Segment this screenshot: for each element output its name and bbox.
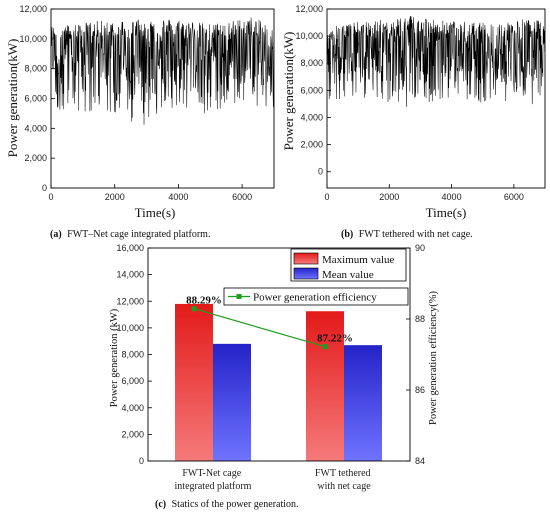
c-ytick-label: 4,000 [121, 403, 144, 413]
efficiency-label-2: 87.22% [317, 333, 353, 345]
b-ytick-label: 4,000 [300, 112, 323, 122]
c-ytick-label: 10,000 [116, 323, 144, 333]
c-ytick-label: 16,000 [116, 243, 144, 253]
a-ytick-label: 10,000 [19, 34, 47, 44]
a-ytick-label: 12,000 [19, 4, 47, 14]
a-ytick-label: 2,000 [24, 153, 47, 163]
c-y2tick-label: 86 [415, 385, 425, 395]
a-xtick-label: 2000 [105, 192, 125, 202]
panel-c-legend: Maximum value Mean value Power generatio… [223, 248, 409, 306]
panel-a-xlabel: Time(s) [135, 205, 176, 220]
legend-swatch-mean [293, 267, 319, 280]
c-y2tick-label: 84 [415, 456, 425, 466]
panel-b-caption: (b) FWT tethered with net cage. [341, 229, 473, 240]
panel-c: 0 2,000 4,000 6,000 8,000 10,000 12,000 14,000 1… [109, 243, 439, 510]
panel-a-plot: 0 2,000 4,000 6,000 8,000 10,000 12,000 0 2000 40… [19, 4, 275, 202]
panel-c-plot: 0 2,000 4,000 6,000 8,000 10,000 12,000 14,000 1… [116, 243, 425, 466]
bar-mean-1 [213, 343, 251, 461]
b-series-line [326, 16, 546, 107]
efficiency-line [193, 308, 326, 348]
b-xtick-label: 6000 [504, 192, 524, 202]
a-xtick-label: 4000 [168, 192, 188, 202]
panel-b: 0 2,000 4,000 6,000 8,000 10,000 12,000 0 2000 40… [281, 4, 546, 240]
b-ytick-label: 12,000 [295, 4, 323, 14]
b-ytick-label: 10,000 [295, 31, 323, 41]
panel-b-caption-text: FWT tethered with net cage. [359, 229, 473, 240]
panel-a-ylabel: Power generation(kW) [5, 39, 20, 158]
a-ytick-label: 8,000 [24, 64, 47, 74]
b-axes-frame [326, 8, 546, 189]
panel-c-ylabel: Power generation (kW) [109, 308, 120, 407]
panel-a-caption-label: (a) [50, 229, 62, 240]
b-ytick-label: 6,000 [300, 85, 323, 95]
bar-mean-2 [344, 345, 382, 461]
b-ytick-label: 0 [318, 167, 323, 177]
legend-swatch-maximum [293, 252, 319, 265]
panel-c-category-2-line-1: FWT tethered [315, 468, 371, 479]
panel-c-category-2-label: FWT tethered with net cage [315, 468, 373, 492]
panel-b-plot: 0 2,000 4,000 6,000 8,000 10,000 12,000 0 2000 40… [295, 4, 546, 202]
panel-b-xlabel: Time(s) [426, 205, 467, 220]
legend-label-efficiency: Power generation efficiency [253, 292, 377, 304]
efficiency-marker-2 [322, 344, 328, 350]
panel-c-y2label: Power generation efficiency(%) [428, 291, 439, 425]
c-ytick-label: 6,000 [121, 376, 144, 386]
panel-c-category-1-line-1: FWT-Net cage [182, 468, 241, 479]
panel-b-caption-label: (b) [341, 229, 353, 240]
a-xtick-label: 6000 [232, 192, 252, 202]
b-xtick-label: 2000 [379, 192, 399, 202]
a-series-line [50, 17, 275, 125]
a-ytick-label: 4,000 [24, 123, 47, 133]
panel-c-category-2-line-2: with net cage [317, 481, 371, 492]
panel-c-category-1-line-2: integrated platform [175, 481, 252, 492]
c-ytick-label: 14,000 [116, 270, 144, 280]
legend-box-line [223, 287, 409, 306]
legend-label-maximum: Maximum value [322, 254, 395, 266]
panel-c-category-1-label: FWT-Net cage integrated platform [175, 468, 252, 492]
bar-maximum-2 [306, 311, 344, 461]
b-xtick-label: 4000 [442, 192, 462, 202]
c-ytick-label: 0 [139, 456, 144, 466]
c-ytick-label: 2,000 [121, 429, 144, 439]
panel-b-ylabel: Power generation(kW) [281, 32, 296, 151]
a-ytick-label: 6,000 [24, 94, 47, 104]
a-ytick-label: 0 [42, 183, 47, 193]
a-xtick-label: 0 [48, 192, 53, 202]
bar-maximum-1 [175, 303, 213, 461]
c-y2tick-label: 88 [415, 314, 425, 324]
panel-c-caption: (c) Statics of the power generation. [155, 499, 299, 510]
efficiency-label-1: 88.29% [186, 295, 222, 307]
panel-a: 0 2,000 4,000 6,000 8,000 10,000 12,000 0 2000 40… [5, 4, 275, 240]
panel-c-caption-text: Statics of the power generation. [172, 499, 299, 510]
b-ytick-label: 8,000 [300, 58, 323, 68]
panel-c-caption-label: (c) [155, 499, 166, 510]
c-y2tick-label: 90 [415, 243, 425, 253]
legend-label-mean: Mean value [322, 269, 374, 281]
b-xtick-label: 0 [324, 192, 329, 202]
legend-efficiency-marker [236, 294, 242, 299]
panel-a-caption: (a) FWT–Net cage integrated platform. [50, 229, 210, 240]
c-ytick-label: 12,000 [116, 296, 144, 306]
c-ytick-label: 8,000 [121, 350, 144, 360]
b-ytick-label: 2,000 [300, 140, 323, 150]
panel-a-caption-text: FWT–Net cage integrated platform. [67, 229, 210, 240]
efficiency-marker-1 [191, 306, 197, 312]
